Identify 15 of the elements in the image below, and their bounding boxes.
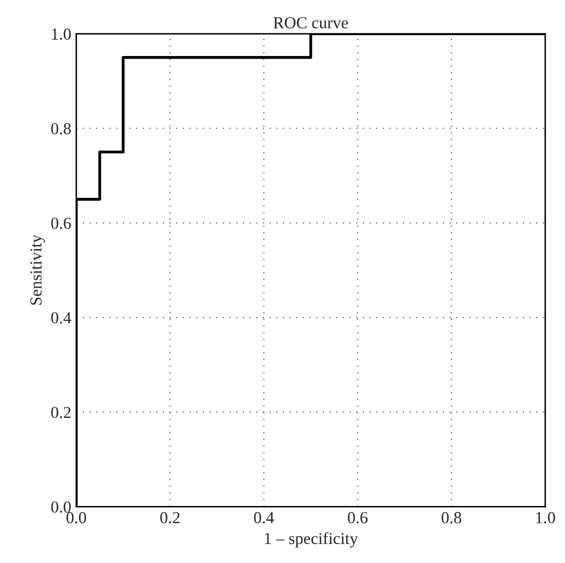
y-tick-label: 0.2	[51, 406, 70, 418]
x-tick-label: 0.8	[442, 512, 462, 524]
y-tick-label: 0.8	[51, 123, 71, 134]
x-tick-label: 0.2	[160, 512, 180, 524]
y-tick-label: 0.4	[51, 312, 72, 324]
x-tick-label: 0.6	[348, 512, 368, 524]
x-tick-label: 0.4	[254, 512, 274, 524]
y-axis-title: Sensitivity	[30, 234, 46, 305]
x-tick-label: 0.0	[66, 512, 86, 524]
x-tick-label: 1.0	[536, 512, 556, 524]
x-axis-title: 1 – specificity	[265, 532, 358, 548]
y-tick-label: 0.6	[51, 218, 71, 229]
y-tick-label: 1.0	[52, 28, 71, 40]
y-tick-label: 0.0	[51, 501, 71, 513]
chart-title: ROC curve	[274, 17, 348, 28]
